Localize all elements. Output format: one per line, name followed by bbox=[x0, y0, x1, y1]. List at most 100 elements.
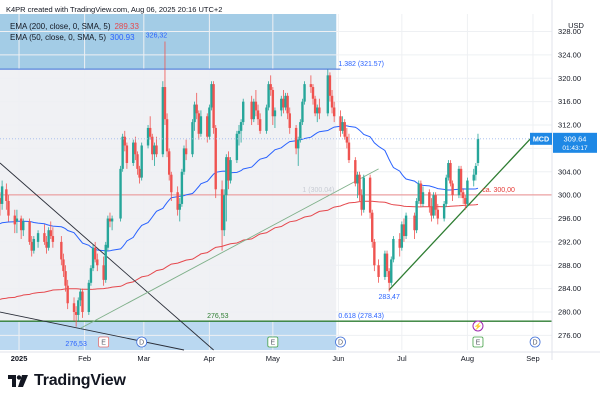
candle-body bbox=[195, 104, 198, 114]
candle bbox=[358, 171, 361, 201]
candle-body bbox=[79, 291, 82, 301]
candle-body bbox=[108, 218, 112, 222]
candle-body bbox=[30, 241, 33, 251]
candle-body bbox=[214, 127, 217, 190]
y-tick-label: 296.00 bbox=[558, 214, 581, 223]
candle bbox=[220, 180, 224, 251]
candle-body bbox=[282, 98, 285, 108]
candle bbox=[79, 288, 82, 307]
x-tick-label: Feb bbox=[78, 354, 91, 363]
news-icon-ring bbox=[472, 320, 484, 332]
candle-body bbox=[341, 122, 344, 131]
candle-body bbox=[153, 145, 156, 155]
candle bbox=[132, 139, 135, 166]
x-tick-label: Aug bbox=[461, 354, 474, 363]
candle-body bbox=[222, 195, 226, 231]
candle bbox=[390, 256, 393, 286]
legend-ema200-value: 289.33 bbox=[114, 22, 139, 31]
candle bbox=[400, 221, 404, 251]
candle bbox=[387, 268, 391, 292]
candle-body bbox=[96, 259, 99, 266]
candle bbox=[419, 180, 423, 207]
candle-body bbox=[286, 95, 289, 114]
candle-body bbox=[250, 101, 253, 120]
candle bbox=[313, 95, 317, 117]
candle-body bbox=[434, 195, 437, 210]
dividend-marker[interactable]: D bbox=[136, 336, 148, 348]
candle-body bbox=[191, 122, 194, 155]
x-tick-label: 2025 bbox=[11, 354, 28, 363]
candle-body bbox=[383, 253, 387, 277]
candle bbox=[7, 195, 10, 222]
candle bbox=[474, 163, 478, 181]
dividend-marker[interactable]: D bbox=[335, 336, 346, 348]
candle bbox=[36, 230, 40, 248]
earnings-marker[interactable]: E bbox=[472, 336, 484, 348]
candle-body bbox=[339, 116, 342, 131]
candle-body bbox=[235, 133, 239, 161]
earnings-marker[interactable]: E bbox=[267, 336, 279, 348]
candle bbox=[163, 41, 167, 126]
candle-body bbox=[167, 151, 171, 175]
candle bbox=[199, 110, 203, 137]
x-tick-label: Sep bbox=[526, 354, 539, 363]
candle-body bbox=[170, 174, 173, 193]
candle bbox=[436, 203, 439, 225]
candle bbox=[146, 125, 150, 149]
candle bbox=[256, 104, 260, 126]
earnings-marker[interactable]: E bbox=[98, 336, 110, 348]
upper-zone bbox=[0, 14, 337, 70]
candle-body bbox=[62, 259, 65, 272]
time-axis[interactable]: 2025 Feb Mar Apr May Jun Jul Aug Sep bbox=[0, 351, 600, 363]
candle bbox=[339, 110, 342, 137]
candle-body bbox=[421, 192, 425, 204]
legend-ema200[interactable]: EMA (200, close, 0, SMA, 5) 289.33 bbox=[10, 21, 139, 32]
candle bbox=[77, 297, 80, 321]
candle bbox=[413, 212, 416, 239]
candle-body bbox=[417, 183, 420, 201]
candle bbox=[0, 192, 2, 216]
candle-body bbox=[210, 84, 213, 108]
tradingview-logo[interactable]: TradingView bbox=[8, 372, 126, 390]
earnings-badge bbox=[472, 336, 484, 348]
candle-body bbox=[197, 113, 201, 134]
brand-name: TradingView bbox=[34, 372, 126, 389]
candle bbox=[165, 113, 169, 158]
candle bbox=[417, 180, 420, 204]
price-badge bbox=[553, 132, 597, 153]
candle-body bbox=[474, 165, 478, 175]
candle bbox=[155, 136, 158, 158]
candle-body bbox=[267, 84, 270, 108]
candle bbox=[22, 218, 25, 237]
candle bbox=[428, 189, 431, 213]
candle-body bbox=[404, 215, 408, 237]
candle-body bbox=[72, 303, 76, 313]
price-axis[interactable]: USD 276.00 280.00 284.00 288.00 292.00 296.00 3… bbox=[551, 0, 584, 360]
y-tick-label: 284.00 bbox=[558, 284, 581, 293]
candle bbox=[214, 125, 217, 199]
label-high: 326,32 bbox=[146, 32, 168, 39]
dividend-marker[interactable]: D bbox=[529, 336, 541, 348]
candle bbox=[5, 183, 8, 210]
legend-ema50-label: EMA (50, close, 0, SMA, 5) bbox=[10, 33, 107, 42]
candle-body bbox=[87, 282, 91, 313]
candle-body bbox=[356, 174, 359, 184]
candle bbox=[93, 241, 97, 263]
label-mid: 276,53 bbox=[207, 313, 229, 320]
candle bbox=[15, 209, 19, 234]
candle bbox=[161, 81, 165, 158]
y-tick-label: 316.00 bbox=[558, 97, 581, 106]
candle bbox=[415, 198, 418, 234]
candle-body bbox=[66, 285, 69, 304]
candle bbox=[123, 130, 126, 152]
y-tick-label: 312.00 bbox=[558, 121, 581, 130]
candle bbox=[328, 72, 332, 102]
candle bbox=[51, 227, 55, 248]
legend-ema50[interactable]: EMA (50, close, 0, SMA, 5) 300.93 bbox=[10, 32, 139, 43]
candle bbox=[151, 133, 154, 161]
news-icon: ⚡ bbox=[472, 320, 484, 332]
candle-body bbox=[451, 183, 454, 196]
candle bbox=[182, 145, 186, 175]
candle bbox=[170, 171, 173, 201]
